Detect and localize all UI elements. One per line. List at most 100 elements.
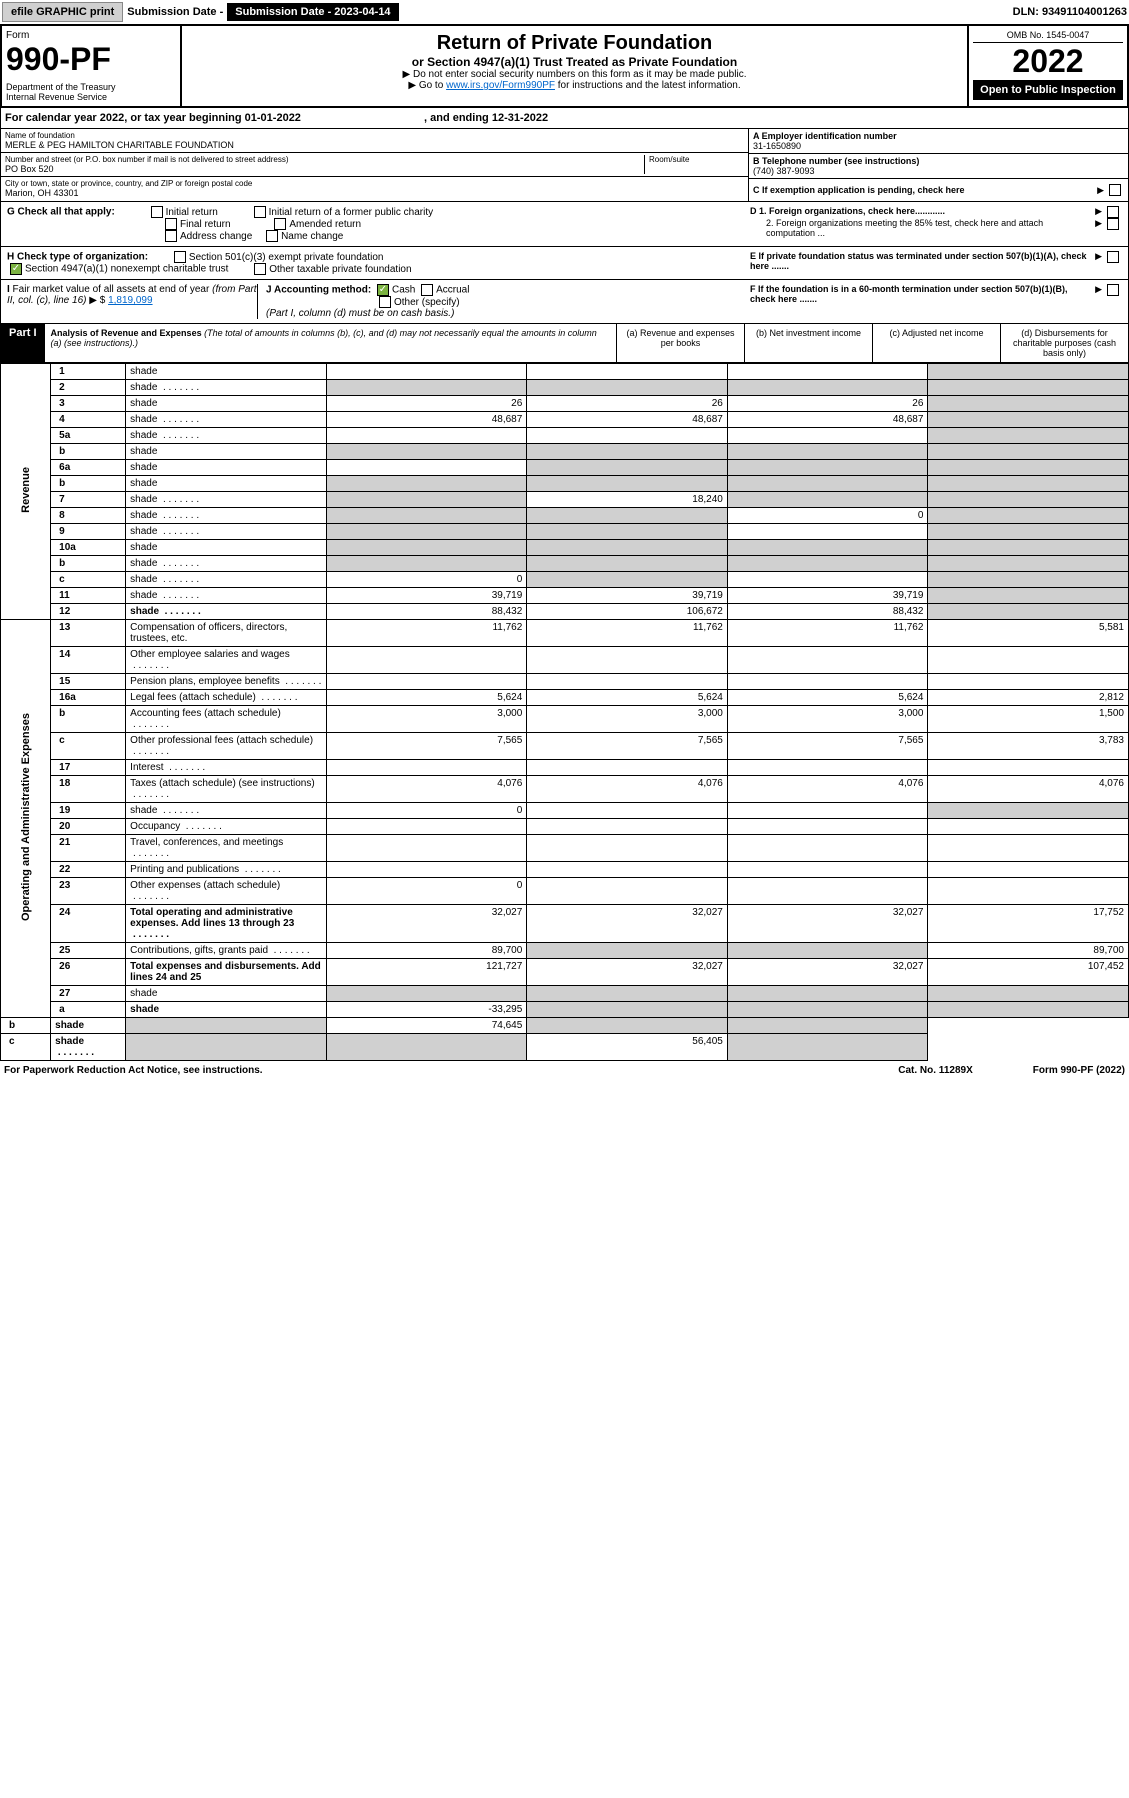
row-desc: shade [126, 540, 327, 556]
cell-a: 0 [326, 803, 527, 819]
table-row: 21Travel, conferences, and meetings . . … [1, 835, 1129, 862]
table-row: 19shade . . . . . . .0 [1, 803, 1129, 819]
d2-label: 2. Foreign organizations meeting the 85%… [766, 218, 1093, 238]
row-desc: shade . . . . . . . [126, 412, 327, 428]
cell-a: 26 [326, 396, 527, 412]
table-row: 2shade . . . . . . . [1, 380, 1129, 396]
cell-a [326, 862, 527, 878]
j-other-checkbox[interactable] [379, 296, 391, 308]
irs-link[interactable]: www.irs.gov/Form990PF [446, 80, 555, 91]
h-opt1: Section 501(c)(3) exempt private foundat… [189, 252, 384, 263]
cell-c [727, 540, 928, 556]
d2-checkbox[interactable] [1107, 218, 1119, 230]
cell-a [326, 819, 527, 835]
row-num: 15 [51, 674, 126, 690]
cell-c [727, 444, 928, 460]
g-name-checkbox[interactable] [266, 230, 278, 242]
cell-a: 0 [326, 878, 527, 905]
j-cash-checkbox[interactable]: ✓ [377, 284, 389, 296]
cell-b [527, 460, 728, 476]
cell-c: 26 [727, 396, 928, 412]
cell-c: 32,027 [727, 959, 928, 986]
table-row: bAccounting fees (attach schedule) . . .… [1, 706, 1129, 733]
j-accrual-checkbox[interactable] [421, 284, 433, 296]
footer-mid: Cat. No. 11289X [898, 1065, 972, 1076]
table-row: 3shade262626 [1, 396, 1129, 412]
cell-a [326, 835, 527, 862]
dln: DLN: 93491104001263 [1013, 6, 1127, 18]
g-initial-checkbox[interactable] [151, 206, 163, 218]
city-label: City or town, state or province, country… [5, 179, 744, 188]
cell-d: 4,076 [928, 776, 1129, 803]
j-other: Other (specify) [394, 297, 460, 308]
row-num: 1 [51, 364, 126, 380]
table-row: 10ashade [1, 540, 1129, 556]
cell-d [928, 364, 1129, 380]
footer-left: For Paperwork Reduction Act Notice, see … [4, 1065, 263, 1076]
table-row: 23Other expenses (attach schedule) . . .… [1, 878, 1129, 905]
cell-d [928, 572, 1129, 588]
cell-c: 48,687 [727, 412, 928, 428]
efile-button[interactable]: efile GRAPHIC print [2, 2, 123, 22]
cell-d [928, 460, 1129, 476]
calendar-year-row: For calendar year 2022, or tax year begi… [0, 108, 1129, 129]
header-mid: Return of Private Foundation or Section … [182, 26, 967, 106]
g-address-checkbox[interactable] [165, 230, 177, 242]
c-checkbox[interactable] [1109, 184, 1121, 196]
row-num: b [51, 706, 126, 733]
g-final-checkbox[interactable] [165, 218, 177, 230]
h-other-checkbox[interactable] [254, 263, 266, 275]
phone-value: (740) 387-9093 [753, 166, 1124, 176]
form-subtitle: or Section 4947(a)(1) Trust Treated as P… [188, 55, 961, 69]
addr-label: Number and street (or P.O. box number if… [5, 155, 644, 164]
cal-end: 12-31-2022 [492, 112, 548, 124]
table-row: 27shade [1, 986, 1129, 1002]
submission-label: Submission Date - [127, 6, 223, 18]
h-4947-checkbox[interactable]: ✓ [10, 263, 22, 275]
d1-checkbox[interactable] [1107, 206, 1119, 218]
table-row: Operating and Administrative Expenses13C… [1, 620, 1129, 647]
row-desc: shade . . . . . . . [126, 508, 327, 524]
cell-b [527, 444, 728, 460]
row-num: 3 [51, 396, 126, 412]
cell-b: 11,762 [527, 620, 728, 647]
row-num: 8 [51, 508, 126, 524]
h-section: H Check type of organization: Section 50… [0, 247, 1129, 280]
cell-a: 48,687 [326, 412, 527, 428]
cell-b [527, 364, 728, 380]
row-desc: Other professional fees (attach schedule… [126, 733, 327, 760]
h-501c3-checkbox[interactable] [174, 251, 186, 263]
cell-b [527, 572, 728, 588]
g-former-checkbox[interactable] [254, 206, 266, 218]
cell-d: 17,752 [928, 905, 1129, 943]
revenue-vert: Revenue [1, 364, 51, 620]
e-checkbox[interactable] [1107, 251, 1119, 263]
cell-c [727, 460, 928, 476]
cell-a: 0 [326, 572, 527, 588]
g-amended-checkbox[interactable] [274, 218, 286, 230]
table-row: 17Interest . . . . . . . [1, 760, 1129, 776]
row-desc: shade . . . . . . . [126, 604, 327, 620]
row-desc: shade [51, 1018, 126, 1034]
f-checkbox[interactable] [1107, 284, 1119, 296]
row-num: 16a [51, 690, 126, 706]
cell-a: 7,565 [326, 733, 527, 760]
row-desc: shade . . . . . . . [126, 588, 327, 604]
fmv-link[interactable]: 1,819,099 [108, 295, 153, 306]
cell-b [527, 647, 728, 674]
col-b-header: (b) Net investment income [744, 324, 872, 362]
row-num: 6a [51, 460, 126, 476]
cell-b: 18,240 [527, 492, 728, 508]
c-row: C If exemption application is pending, c… [749, 179, 1128, 201]
cell-c: 0 [727, 508, 928, 524]
row-desc: Other expenses (attach schedule) . . . .… [126, 878, 327, 905]
ij-section: I Fair market value of all assets at end… [0, 280, 1129, 324]
arrow-icon: ▶ [1095, 206, 1102, 218]
g-opt-2: Address change [180, 231, 252, 242]
footer-right: Form 990-PF (2022) [1033, 1065, 1125, 1076]
cell-c [727, 878, 928, 905]
cell-b [527, 476, 728, 492]
form-title: Return of Private Foundation [188, 32, 961, 55]
cell-d: 1,500 [928, 706, 1129, 733]
cell-b: 106,672 [527, 604, 728, 620]
